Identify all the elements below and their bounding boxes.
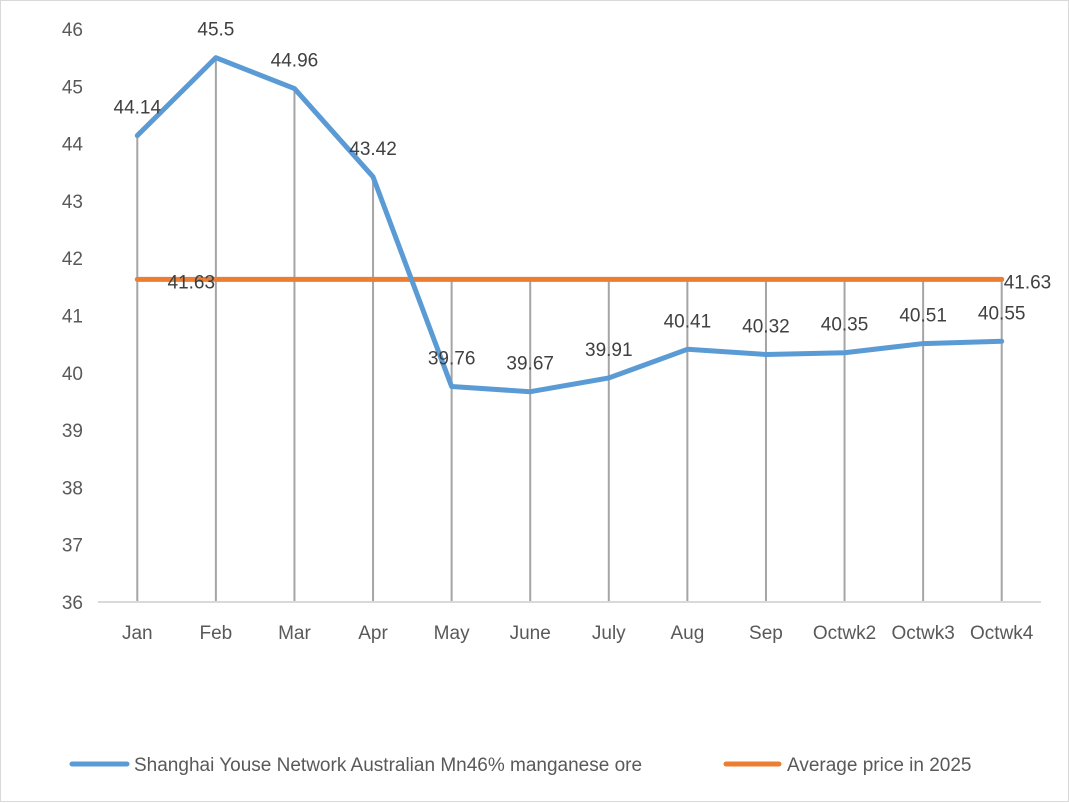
legend-label-1: Average price in 2025 (787, 755, 972, 776)
data-label: 41.63 (168, 272, 216, 293)
series-line-0 (134, 55, 1005, 395)
data-label: 39.67 (506, 354, 554, 375)
x-tick-label: July (592, 623, 626, 644)
y-tick-label: 37 (62, 536, 83, 557)
y-tick-label: 43 (62, 192, 83, 213)
x-tick-label: Feb (200, 623, 233, 644)
y-tick-label: 45 (62, 77, 83, 98)
data-label: 40.51 (899, 306, 947, 327)
data-label: 44.14 (114, 98, 162, 119)
data-label: 43.42 (349, 139, 397, 160)
data-label: 41.63 (1004, 272, 1052, 293)
y-tick-label: 36 (62, 593, 83, 614)
data-label: 40.41 (664, 311, 712, 332)
x-tick-label: Aug (670, 623, 704, 644)
x-tick-label: Octwk2 (813, 623, 876, 644)
data-label: 45.5 (197, 20, 234, 41)
data-label: 39.76 (428, 349, 476, 370)
y-tick-label: 42 (62, 249, 83, 270)
x-tick-label: Sep (749, 623, 783, 644)
x-tick-label: Octwk4 (970, 623, 1034, 644)
data-label: 39.91 (585, 340, 633, 361)
data-label: 40.55 (978, 303, 1026, 324)
y-tick-label: 38 (62, 478, 83, 499)
y-tick-label: 39 (62, 421, 83, 442)
x-tick-label: Jan (122, 623, 153, 644)
x-tick-label: Octwk3 (891, 623, 954, 644)
x-tick-label: June (510, 623, 551, 644)
y-tick-label: 41 (62, 307, 83, 328)
y-tick-label: 40 (62, 364, 83, 385)
y-tick-label: 44 (62, 135, 84, 156)
y-tick-label: 46 (62, 20, 83, 41)
x-tick-label: Apr (358, 623, 388, 644)
data-label: 40.35 (821, 315, 869, 336)
x-tick-label: May (434, 623, 470, 644)
legend-label-0: Shanghai Youse Network Australian Mn46% … (134, 755, 642, 776)
data-label: 40.32 (742, 316, 790, 337)
x-tick-label: Mar (278, 623, 311, 644)
data-label: 44.96 (271, 51, 319, 72)
